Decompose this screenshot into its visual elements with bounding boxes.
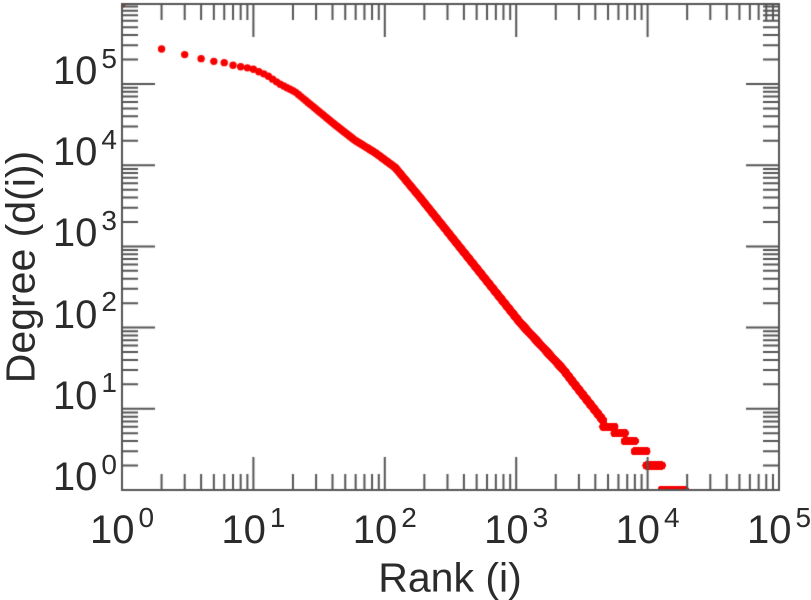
x-tick-label: 10 0 <box>89 501 155 552</box>
x-tick-label: 10 3 <box>484 501 549 552</box>
y-axis-label: Degree (d(i)) <box>0 150 44 384</box>
y-tick-label: 10 3 <box>52 205 117 256</box>
x-tick-label: 10 2 <box>352 501 417 552</box>
y-tick-label: 10 2 <box>52 286 117 337</box>
y-tick-label: 10 0 <box>52 448 117 499</box>
x-tick-label: 10 4 <box>615 501 680 552</box>
x-tick-label: 10 5 <box>746 501 811 552</box>
y-tick-label: 10 1 <box>52 367 117 418</box>
x-axis-label: Rank (i) <box>378 554 522 600</box>
y-tick-label: 10 5 <box>52 42 117 93</box>
y-tick-label: 10 4 <box>52 123 117 175</box>
x-tick-label: 10 1 <box>221 501 286 552</box>
